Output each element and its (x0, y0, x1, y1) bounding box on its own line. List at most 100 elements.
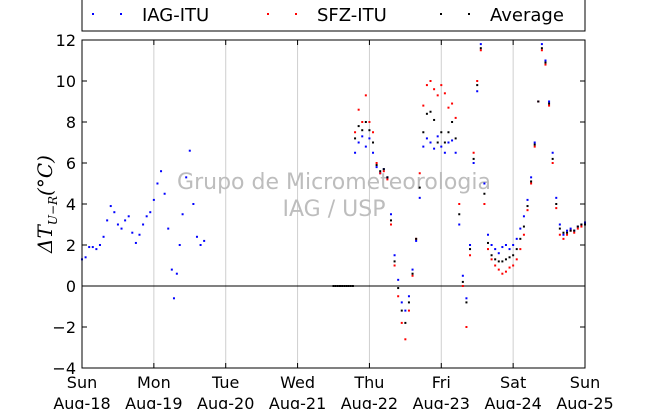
data-point (389, 213, 392, 216)
data-point (433, 88, 436, 91)
data-point (411, 272, 414, 275)
x-grid (153, 40, 514, 368)
x-tick-label-date: Aug-23 (413, 394, 470, 409)
data-point (558, 227, 561, 230)
legend: IAG-ITU SFZ-ITU Average (81, 0, 586, 32)
data-point (533, 145, 536, 148)
data-point (490, 254, 493, 257)
data-point (379, 172, 382, 175)
legend-label: IAG-ITU (142, 5, 209, 26)
data-point (418, 172, 421, 175)
data-point (458, 203, 461, 205)
data-point (138, 233, 141, 236)
data-point (486, 241, 489, 244)
data-point (347, 285, 350, 287)
data-point (566, 229, 569, 232)
data-point (354, 137, 357, 140)
data-point (120, 227, 123, 230)
data-point (167, 227, 170, 230)
data-point (566, 231, 569, 234)
x-tick-label-date: Aug-18 (53, 394, 110, 409)
data-point (368, 121, 371, 123)
y-axis-label-sub: U−R (46, 196, 60, 225)
data-point (397, 278, 400, 281)
data-point (451, 139, 454, 142)
data-point (490, 244, 493, 246)
data-point (533, 141, 536, 144)
data-point (106, 219, 109, 222)
legend-marker (92, 13, 94, 15)
y-axis-label: ΔTU−R(°C) (33, 155, 60, 254)
plot-area (82, 40, 585, 368)
data-point (483, 192, 486, 195)
data-point (562, 233, 565, 236)
data-point (422, 131, 425, 134)
data-point (436, 135, 439, 138)
data-point (504, 270, 507, 273)
data-point (569, 229, 572, 232)
data-point (425, 137, 428, 140)
data-point (494, 258, 497, 261)
data-point (515, 258, 518, 261)
data-point (443, 92, 446, 95)
data-point (519, 227, 522, 230)
data-point (515, 237, 518, 240)
legend-marker (267, 13, 269, 15)
data-point (185, 176, 188, 179)
data-point (368, 129, 371, 132)
data-point (188, 149, 191, 152)
data-point (386, 178, 389, 181)
data-points (81, 43, 586, 341)
data-point (415, 237, 418, 240)
legend-item: SFZ-ITU (267, 5, 387, 26)
data-point (440, 84, 443, 87)
x-tick-label-day: Sun (570, 373, 600, 392)
data-point (368, 137, 371, 140)
data-point (429, 141, 432, 144)
x-tick-label-date: Aug-21 (269, 394, 326, 409)
data-point (400, 301, 403, 304)
data-point (472, 162, 475, 164)
series-average (332, 47, 586, 324)
data-point (526, 209, 529, 212)
data-point (558, 233, 561, 236)
data-point (569, 227, 572, 230)
data-point (411, 268, 414, 271)
data-point (357, 108, 360, 111)
data-point (512, 254, 515, 257)
data-point (389, 219, 392, 222)
data-point (573, 231, 576, 234)
data-point (573, 229, 576, 232)
y-tick-label: 8 (66, 113, 76, 132)
data-point (332, 285, 335, 287)
data-point (465, 326, 468, 328)
data-point (382, 170, 385, 173)
data-point (544, 63, 547, 66)
data-point (494, 248, 497, 251)
data-point (580, 223, 583, 226)
data-point (447, 131, 450, 134)
data-point (357, 141, 360, 144)
data-point (494, 264, 497, 267)
data-point (497, 260, 500, 263)
data-point (433, 147, 436, 150)
data-point (461, 285, 464, 287)
y-tick-labels: −4 −2 0 2 4 6 8 10 12 (52, 31, 76, 378)
data-point (84, 256, 87, 259)
data-point (443, 141, 446, 144)
data-point (341, 285, 344, 287)
data-point (152, 198, 155, 201)
data-point (145, 215, 148, 218)
data-point (149, 211, 152, 214)
data-point (400, 321, 403, 324)
data-point (436, 141, 439, 144)
data-point (522, 225, 525, 228)
data-point (172, 297, 175, 300)
data-point (429, 80, 432, 82)
data-point (113, 211, 116, 214)
watermark: Grupo de Micrometeorologia IAG / USP (177, 170, 491, 222)
data-point (562, 231, 565, 234)
data-point (429, 110, 432, 113)
data-point (483, 203, 486, 205)
watermark-line-2: IAG / USP (283, 197, 386, 222)
